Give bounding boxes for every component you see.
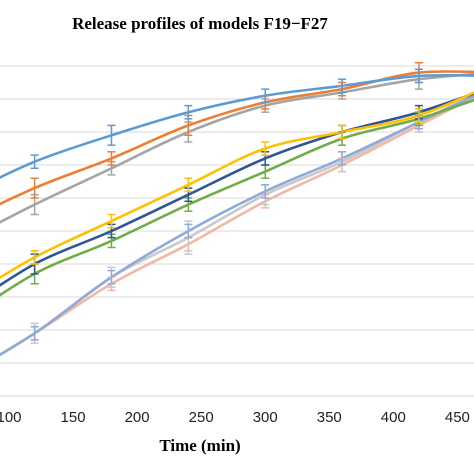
error-bar xyxy=(30,177,39,199)
series-line-4 xyxy=(0,98,474,297)
error-bar xyxy=(338,78,347,94)
series-line-5 xyxy=(0,92,474,287)
error-bar xyxy=(30,325,39,341)
error-bar xyxy=(338,151,347,166)
series-layer xyxy=(0,70,474,357)
x-tick-label: 200 xyxy=(125,409,150,426)
error-bar xyxy=(261,184,270,199)
errorbar-layer xyxy=(30,61,423,344)
error-bar xyxy=(184,104,193,120)
x-tick-label: 250 xyxy=(189,409,214,426)
error-bar xyxy=(107,124,116,146)
error-bar xyxy=(184,223,193,239)
x-tick-label: 450 xyxy=(445,409,470,426)
error-bar xyxy=(338,124,347,140)
error-bar xyxy=(184,177,193,193)
error-bar xyxy=(261,88,270,104)
series-line-6 xyxy=(0,91,474,280)
chart-title: Release profiles of models F19−F27 xyxy=(72,14,328,33)
x-tick-label: 400 xyxy=(381,409,406,426)
x-tick-label: 100 xyxy=(0,409,22,426)
series-line-9 xyxy=(0,73,474,179)
error-bar xyxy=(107,269,116,285)
error-bar xyxy=(107,213,116,229)
x-axis-label: Time (min) xyxy=(159,436,241,455)
x-tick-label: 150 xyxy=(61,409,86,426)
series-line-8 xyxy=(0,70,474,206)
error-bar xyxy=(30,250,39,265)
series-line-3 xyxy=(0,94,474,357)
error-bar xyxy=(261,141,270,156)
x-tick-label: 300 xyxy=(253,409,278,426)
error-bar xyxy=(414,68,423,84)
grid-layer xyxy=(0,65,474,397)
error-bar xyxy=(30,154,39,170)
error-bar xyxy=(414,108,423,123)
series-line-7 xyxy=(0,72,474,224)
x-tick-label: 350 xyxy=(317,409,342,426)
error-bar xyxy=(107,151,116,166)
tick-layer: 100 150 200 250 300 350 400 450 xyxy=(0,409,470,426)
